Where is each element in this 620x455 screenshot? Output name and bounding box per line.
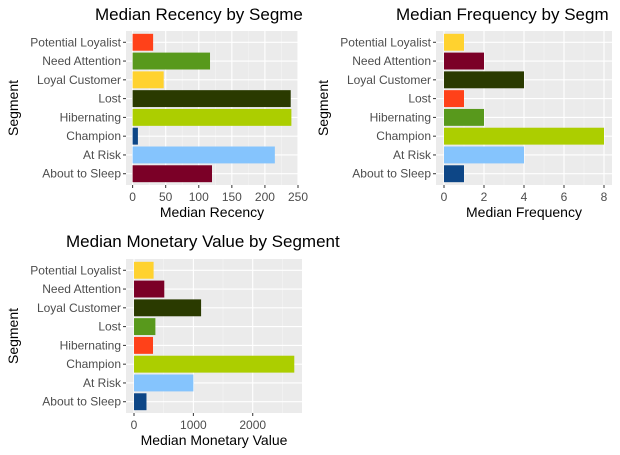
y-tick-label: About to Sleep (42, 395, 121, 409)
bar-loyal-customer (132, 71, 164, 89)
chart-title: Median Frequency by Segm (396, 5, 609, 24)
y-tick-label: About to Sleep (352, 167, 431, 181)
y-tick-label: Champion (66, 129, 121, 143)
bar-champion (134, 355, 295, 373)
x-tick-label: 50 (159, 190, 173, 204)
y-tick-label: Hibernating (370, 110, 431, 124)
chart-panel-3: About to Sleep At Risk Champion Hibernating… (5, 232, 340, 448)
bar-champion (444, 127, 604, 145)
bar-lost (134, 318, 156, 336)
bar-need-attention (134, 280, 165, 298)
bar-about-to-sleep (444, 165, 464, 183)
chart-title: Median Recency by Segme (95, 5, 303, 24)
y-tick-label: Need Attention (42, 54, 121, 68)
y-tick-label: At Risk (393, 148, 432, 162)
bar-hibernating (134, 336, 154, 354)
bar-potential-loyalist (134, 261, 154, 279)
x-axis-title: Median Recency (160, 204, 264, 220)
x-tick-label: 6 (561, 190, 568, 204)
bar-at-risk (444, 146, 524, 164)
x-axis-title: Median Monetary Value (141, 432, 288, 448)
y-tick-label: Lost (98, 320, 121, 334)
y-tick-label: Champion (376, 129, 431, 143)
y-axis-title: Segment (5, 308, 21, 364)
x-tick-label: 1000 (180, 418, 207, 432)
bar-at-risk (134, 374, 194, 392)
x-tick-label: 2000 (239, 418, 266, 432)
bar-about-to-sleep (134, 393, 147, 411)
y-tick-label: At Risk (83, 376, 122, 390)
bar-potential-loyalist (444, 33, 464, 51)
x-tick-label: 0 (129, 190, 136, 204)
y-tick-label: Lost (98, 92, 121, 106)
bar-potential-loyalist (132, 33, 154, 51)
y-axis-title: Segment (5, 80, 21, 136)
bar-loyal-customer (134, 299, 202, 317)
bar-hibernating (132, 108, 292, 126)
y-tick-label: Potential Loyalist (340, 35, 431, 49)
y-tick-label: Champion (66, 357, 121, 371)
y-axis-title: Segment (315, 80, 331, 136)
y-tick-label: Loyal Customer (347, 73, 431, 87)
x-axis-title: Median Frequency (466, 204, 582, 220)
y-tick-label: Hibernating (60, 338, 121, 352)
x-tick-label: 250 (288, 190, 308, 204)
x-tick-label: 0 (441, 190, 448, 204)
bar-need-attention (444, 52, 484, 70)
y-tick-label: About to Sleep (42, 167, 121, 181)
y-tick-label: Loyal Customer (37, 301, 121, 315)
x-tick-label: 150 (222, 190, 242, 204)
x-tick-label: 4 (521, 190, 528, 204)
x-tick-label: 0 (131, 418, 138, 432)
bar-hibernating (444, 108, 484, 126)
chart-panel-1: About to Sleep At Risk Champion Hibernating… (5, 5, 308, 220)
bar-about-to-sleep (132, 165, 212, 183)
x-tick-label: 200 (255, 190, 275, 204)
y-tick-label: Potential Loyalist (30, 263, 121, 277)
bar-need-attention (132, 52, 211, 70)
y-tick-label: Need Attention (42, 282, 121, 296)
y-tick-label: Lost (408, 92, 431, 106)
y-tick-label: Potential Loyalist (30, 35, 121, 49)
bar-lost (132, 90, 291, 108)
y-tick-label: Hibernating (60, 110, 121, 124)
chart-title: Median Monetary Value by Segment (66, 232, 340, 251)
y-tick-label: At Risk (83, 148, 122, 162)
chart-panel-2: About to Sleep At Risk Champion Hibernating… (315, 5, 612, 220)
bar-at-risk (132, 146, 275, 164)
bar-loyal-customer (444, 71, 524, 89)
bar-lost (444, 90, 464, 108)
x-tick-label: 8 (601, 190, 608, 204)
y-tick-label: Need Attention (352, 54, 431, 68)
y-tick-label: Loyal Customer (37, 73, 121, 87)
x-tick-label: 100 (189, 190, 209, 204)
x-tick-label: 2 (481, 190, 488, 204)
bar-champion (132, 127, 138, 145)
